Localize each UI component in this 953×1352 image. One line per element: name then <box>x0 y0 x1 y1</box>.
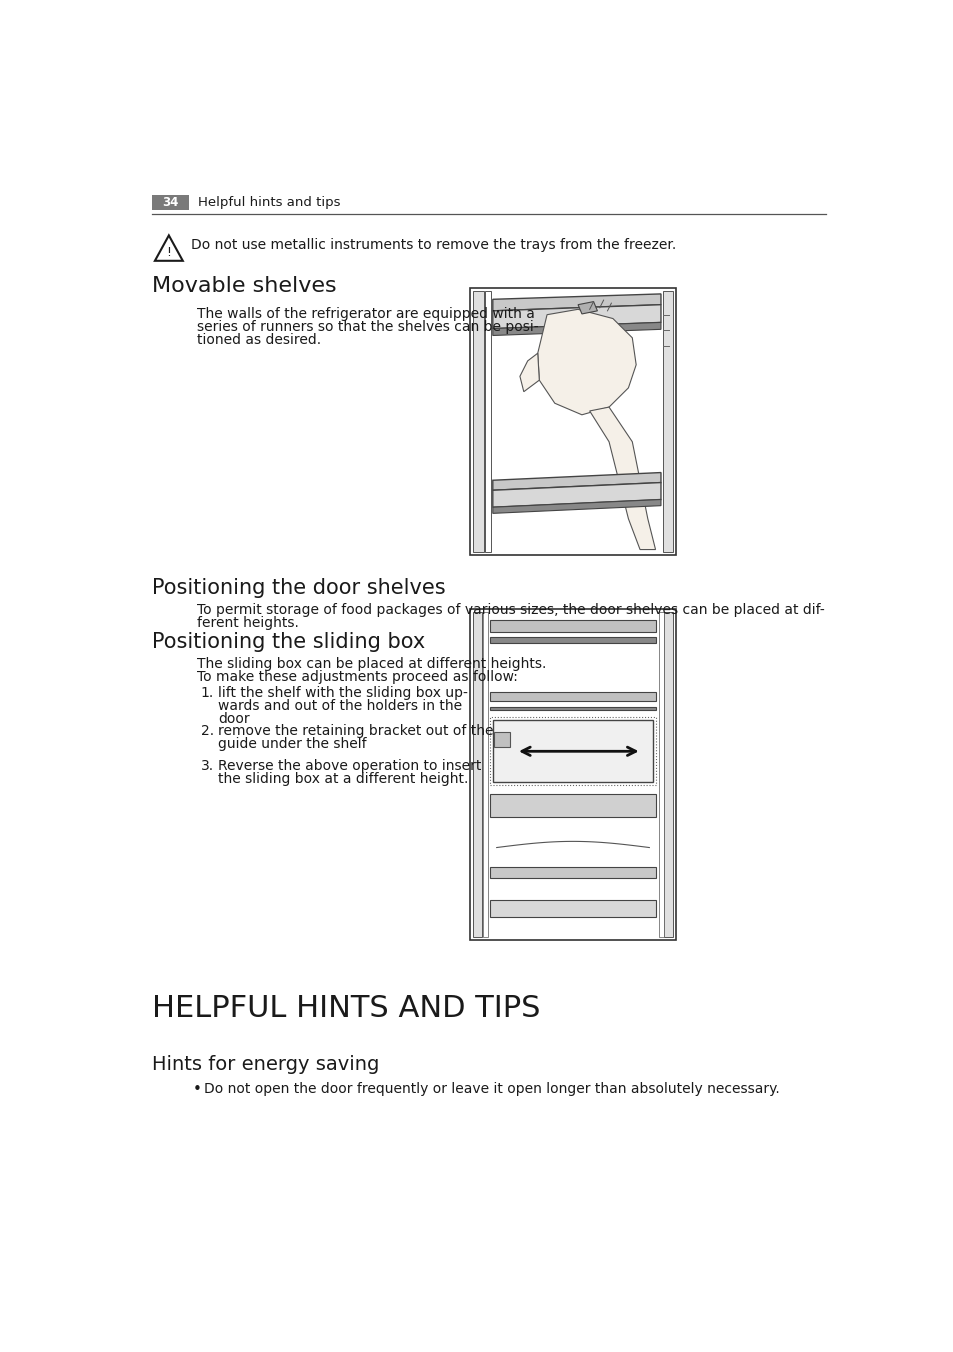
Text: tioned as desired.: tioned as desired. <box>196 333 320 347</box>
Text: Hints for energy saving: Hints for energy saving <box>152 1056 378 1075</box>
Text: !: ! <box>166 246 172 258</box>
Text: Helpful hints and tips: Helpful hints and tips <box>198 196 340 208</box>
Bar <box>659 612 663 937</box>
Polygon shape <box>578 301 597 314</box>
Polygon shape <box>537 310 636 415</box>
Text: The walls of the refrigerator are equipped with a: The walls of the refrigerator are equipp… <box>196 307 534 320</box>
Bar <box>472 291 483 552</box>
Text: ferent heights.: ferent heights. <box>196 615 298 630</box>
Text: Positioning the door shelves: Positioning the door shelves <box>152 579 445 598</box>
Text: 3.: 3. <box>200 758 213 773</box>
Text: To permit storage of food packages of various sizes, the door shelves can be pla: To permit storage of food packages of va… <box>196 603 823 617</box>
Bar <box>661 291 673 552</box>
Bar <box>489 867 656 879</box>
Text: Do not use metallic instruments to remove the trays from the freezer.: Do not use metallic instruments to remov… <box>191 238 675 251</box>
Polygon shape <box>493 322 660 335</box>
Text: Do not open the door frequently or leave it open longer than absolutely necessar: Do not open the door frequently or leave… <box>204 1083 780 1096</box>
Bar <box>489 718 656 786</box>
Bar <box>489 692 656 702</box>
Text: lift the shelf with the sliding box up-: lift the shelf with the sliding box up- <box>218 685 468 700</box>
Text: The sliding box can be placed at different heights.: The sliding box can be placed at differe… <box>196 657 545 671</box>
Bar <box>489 707 656 711</box>
Text: guide under the shelf: guide under the shelf <box>218 737 367 752</box>
Text: 1.: 1. <box>200 685 213 700</box>
Bar <box>472 612 481 937</box>
Bar <box>489 621 656 631</box>
Polygon shape <box>493 304 660 329</box>
Polygon shape <box>589 407 655 549</box>
Bar <box>493 721 653 781</box>
Text: remove the retaining bracket out of the: remove the retaining bracket out of the <box>218 725 494 738</box>
Text: wards and out of the holders in the: wards and out of the holders in the <box>218 699 462 713</box>
Polygon shape <box>493 499 660 514</box>
Polygon shape <box>493 293 660 311</box>
Bar <box>484 291 491 552</box>
Bar <box>489 900 656 917</box>
Text: door: door <box>218 713 250 726</box>
Text: the sliding box at a different height.: the sliding box at a different height. <box>218 772 468 786</box>
Bar <box>152 195 189 210</box>
Bar <box>663 612 673 937</box>
Polygon shape <box>519 353 538 392</box>
Text: Reverse the above operation to insert: Reverse the above operation to insert <box>218 758 481 773</box>
Bar <box>489 637 656 644</box>
Bar <box>494 731 509 748</box>
Polygon shape <box>493 483 660 507</box>
Text: 2.: 2. <box>200 725 213 738</box>
Bar <box>483 612 488 937</box>
Bar <box>469 288 676 554</box>
Bar <box>489 794 656 817</box>
Text: •: • <box>193 1083 201 1098</box>
Text: To make these adjustments proceed as follow:: To make these adjustments proceed as fol… <box>196 669 517 684</box>
Text: Movable shelves: Movable shelves <box>152 276 336 296</box>
Text: HELPFUL HINTS AND TIPS: HELPFUL HINTS AND TIPS <box>152 994 539 1023</box>
Text: 34: 34 <box>162 196 178 208</box>
Bar <box>469 608 676 940</box>
Text: series of runners so that the shelves can be posi-: series of runners so that the shelves ca… <box>196 320 537 334</box>
Text: Positioning the sliding box: Positioning the sliding box <box>152 631 425 652</box>
Polygon shape <box>493 473 660 491</box>
